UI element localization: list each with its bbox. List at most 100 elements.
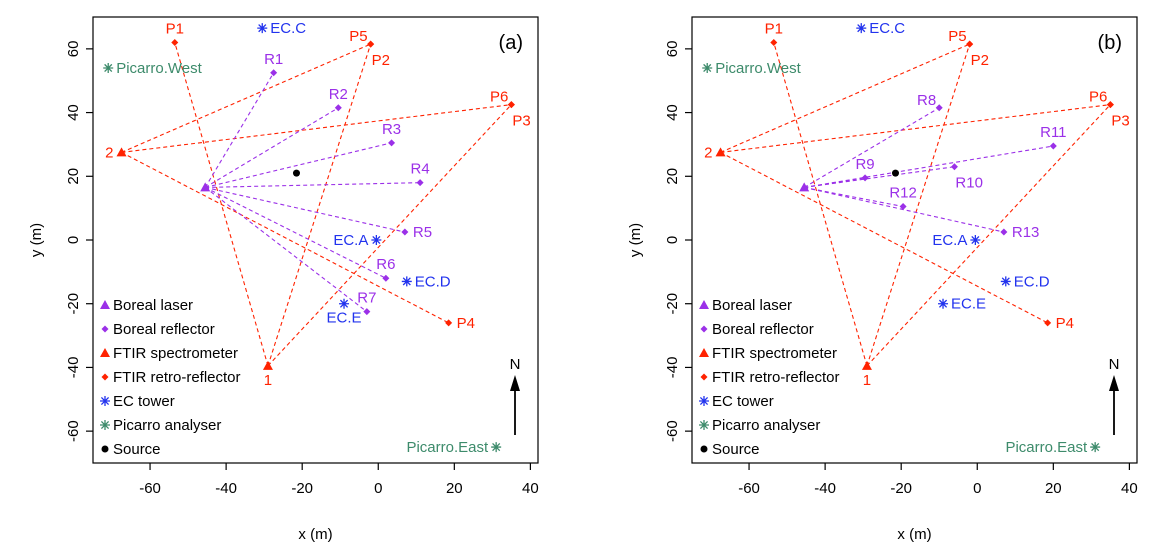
picarro-label: Picarro.East (1005, 439, 1088, 456)
ftir-reflector-label: P5 (349, 28, 367, 45)
x-tick-label: -20 (291, 480, 313, 497)
boreal-laser-point (200, 182, 211, 192)
boreal-reflector-label: R2 (329, 86, 348, 103)
ftir-reflector-point (1106, 101, 1114, 109)
legend-marker (699, 396, 709, 406)
ec-tower-label: EC.E (951, 296, 986, 313)
picarro-point (491, 442, 502, 453)
boreal-reflector-point (935, 104, 943, 112)
ftir-reflector-label: P1 (166, 20, 184, 37)
ftir-spectrometer-label: 2 (704, 144, 712, 161)
x-tick-label: -60 (139, 480, 161, 497)
boreal-reflector-label: R4 (411, 161, 430, 178)
boreal-reflector-point (861, 174, 869, 182)
legend-marker (101, 373, 109, 381)
boreal-reflector-point (950, 163, 958, 171)
x-tick-label: -40 (814, 480, 836, 497)
ftir-reflector-point (367, 40, 375, 48)
legend-marker (700, 445, 708, 453)
boreal-beam-path (205, 182, 421, 188)
boreal-reflector-point (1049, 142, 1057, 150)
y-tick-label: 20 (664, 168, 681, 185)
x-axis-label: x (m) (897, 526, 931, 543)
x-tick-label: -20 (890, 480, 912, 497)
ftir-reflector-label: P1 (765, 20, 783, 37)
legend-label: FTIR spectrometer (712, 345, 837, 362)
boreal-reflector-label: R13 (1012, 224, 1040, 241)
legend-marker (100, 300, 110, 309)
ftir-beam-path (773, 42, 868, 366)
north-arrow-head (510, 375, 520, 391)
boreal-beam-path (204, 186, 387, 279)
ftir-beam-path (174, 42, 269, 366)
boreal-reflector-point (401, 228, 409, 236)
y-tick-label: -40 (65, 357, 82, 379)
x-tick-label: -60 (738, 480, 760, 497)
legend-marker (699, 348, 709, 357)
boreal-reflector-label: R6 (376, 256, 395, 273)
picarro-point (702, 62, 713, 73)
ftir-spectrometer-label: 1 (863, 372, 871, 389)
panel-label: (a) (499, 32, 523, 54)
ftir-beam-path (121, 43, 371, 153)
y-tick-label: 60 (65, 41, 82, 58)
boreal-reflector-label: R3 (382, 121, 401, 138)
ftir-reflector-label: P6 (490, 89, 508, 106)
ftir-reflector-label: P5 (948, 28, 966, 45)
x-tick-label: 0 (374, 480, 382, 497)
boreal-reflector-point (334, 104, 342, 112)
ftir-reflector-label: P4 (457, 315, 475, 332)
ftir-spectrometer-label: 2 (105, 144, 113, 161)
ftir-reflector-point (445, 319, 453, 327)
legend-marker (699, 420, 709, 430)
boreal-reflector-label: R11 (1040, 124, 1066, 141)
legend-label: FTIR retro-reflector (113, 369, 241, 386)
boreal-reflector-point (388, 139, 396, 147)
ftir-reflector-label: P2 (971, 52, 989, 69)
boreal-reflector-label: R1 (264, 51, 283, 68)
ftir-beam-path (866, 104, 1111, 367)
ec-tower-label: EC.D (1014, 273, 1050, 290)
ftir-reflector-point (1044, 319, 1052, 327)
ec-tower-point (970, 235, 981, 245)
ec-tower-label: EC.C (869, 20, 905, 37)
legend-label: Boreal laser (712, 297, 792, 314)
y-tick-label: -20 (664, 293, 681, 315)
boreal-reflector-label: R5 (413, 224, 432, 241)
ftir-spectrometer-point (715, 147, 726, 157)
ec-tower-label: EC.E (327, 310, 362, 327)
y-tick-label: 0 (65, 236, 82, 244)
y-tick-label: -40 (664, 357, 681, 379)
boreal-reflector-label: R8 (917, 92, 936, 109)
ftir-beam-path (720, 104, 1111, 153)
picarro-point (103, 62, 114, 73)
y-tick-label: -60 (65, 420, 82, 442)
legend-label: FTIR retro-reflector (712, 369, 840, 386)
boreal-beam-path (204, 186, 368, 313)
ftir-spectrometer-label: 1 (264, 372, 272, 389)
ftir-reflector-point (507, 101, 515, 109)
ftir-reflector-label: P3 (512, 113, 530, 130)
y-tick-label: 0 (664, 236, 681, 244)
x-tick-label: 40 (1121, 480, 1138, 497)
legend-label: Boreal reflector (113, 321, 215, 338)
boreal-beam-path (204, 72, 275, 188)
ec-tower-label: EC.A (333, 232, 368, 249)
boreal-reflector-point (363, 308, 371, 316)
y-axis-label: y (m) (28, 223, 45, 257)
y-axis-label: y (m) (627, 223, 644, 257)
boreal-beam-path (803, 107, 940, 188)
legend-label: Source (113, 441, 161, 458)
ftir-reflector-label: P6 (1089, 89, 1107, 106)
north-label: N (1109, 356, 1120, 373)
ec-tower-point (1000, 276, 1011, 287)
legend-label: EC tower (712, 393, 774, 410)
legend-marker (100, 348, 110, 357)
y-tick-label: -20 (65, 293, 82, 315)
legend-marker (700, 373, 708, 381)
north-arrow-head (1109, 375, 1119, 391)
boreal-reflector-point (270, 69, 278, 77)
boreal-beam-path (804, 145, 1054, 188)
x-tick-label: 40 (522, 480, 539, 497)
